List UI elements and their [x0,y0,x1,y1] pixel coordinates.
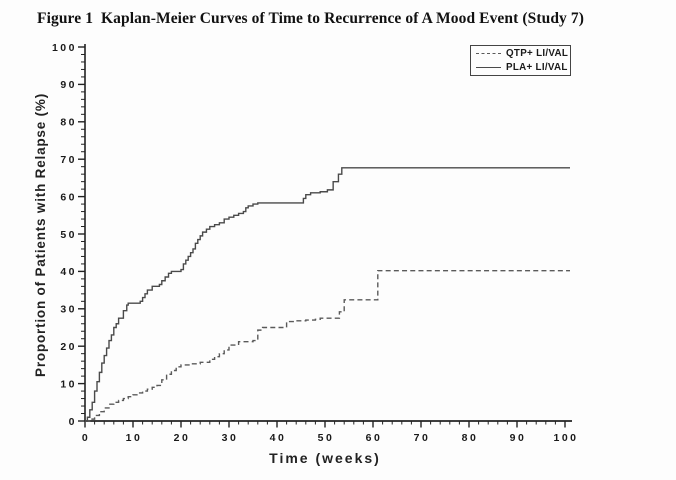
x-tick-label: 90 [510,432,527,444]
legend: QTP+ LI/VAL PLA+ LI/VAL [470,45,571,76]
x-tick-label: 10 [126,432,143,444]
x-tick-label: 60 [366,432,383,444]
y-tick-label: 60 [60,191,77,203]
y-tick-label: 40 [60,266,77,278]
y-tick-label: 0 [69,416,77,428]
y-tick-label: 80 [60,117,77,129]
y-tick-label: 30 [60,304,77,316]
legend-label-pla: PLA+ LI/VAL [506,62,568,73]
x-tick-label: 40 [270,432,287,444]
y-axis-title: Proportion of Patients with Relapse (%) [33,93,48,377]
legend-label-qtp: QTP+ LI/VAL [506,48,569,59]
legend-item-pla: PLA+ LI/VAL [476,62,570,74]
chart-title: Figure 1 Kaplan-Meier Curves of Time to … [37,10,584,27]
x-tick-label: 20 [174,432,191,444]
y-tick-label: 50 [60,229,77,241]
y-tick-label: 90 [60,79,77,91]
legend-item-qtp: QTP+ LI/VAL [476,48,570,60]
x-tick-label: 80 [462,432,479,444]
x-tick-label: 30 [222,432,239,444]
dashed-line-sample-icon [476,53,501,54]
y-tick-label: 20 [60,341,77,353]
y-tick-label: 100 [52,42,77,54]
x-tick-label: 70 [414,432,431,444]
series-line-qtp-li-val [85,269,570,422]
x-tick-label: 0 [82,432,90,444]
solid-line-sample-icon [476,67,501,68]
series-line-pla-li-val [85,167,570,422]
y-tick-label: 10 [60,378,77,390]
y-tick-label: 70 [60,154,77,166]
x-tick-label: 100 [553,432,578,444]
x-axis-title: Time (weeks) [269,450,381,466]
x-tick-label: 50 [318,432,335,444]
